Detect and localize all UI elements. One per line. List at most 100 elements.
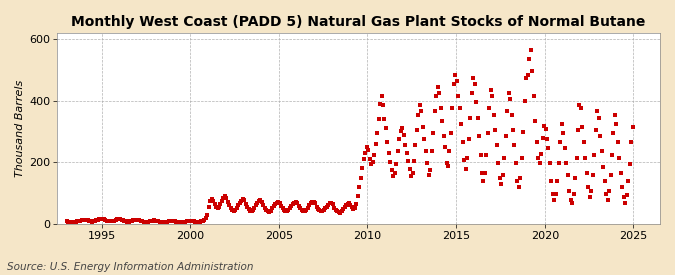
Point <box>612 140 623 144</box>
Point <box>271 201 282 205</box>
Point <box>561 161 572 165</box>
Point <box>190 219 200 224</box>
Point <box>131 218 142 222</box>
Point <box>107 219 118 223</box>
Point <box>144 219 155 224</box>
Point <box>280 209 291 213</box>
Point <box>624 162 635 166</box>
Point <box>342 202 353 206</box>
Point <box>86 219 97 224</box>
Point <box>248 208 259 213</box>
Point <box>526 68 537 73</box>
Point <box>249 206 260 210</box>
Point <box>219 194 230 198</box>
Point <box>345 202 356 207</box>
Point <box>556 122 567 126</box>
Point <box>541 137 552 141</box>
Point <box>392 149 403 154</box>
Point <box>128 218 139 223</box>
Point <box>547 191 558 196</box>
Point <box>357 166 368 170</box>
Point <box>578 140 589 144</box>
Point <box>410 143 421 147</box>
Point <box>106 219 117 224</box>
Point <box>617 185 628 190</box>
Point <box>150 219 161 223</box>
Point <box>273 199 284 204</box>
Point <box>126 219 137 223</box>
Point <box>421 149 431 154</box>
Point <box>550 191 561 196</box>
Point <box>124 219 134 224</box>
Point <box>274 201 285 205</box>
Point <box>452 78 462 83</box>
Point <box>495 182 506 187</box>
Point <box>311 204 322 209</box>
Point <box>193 220 204 224</box>
Point <box>437 119 448 123</box>
Point <box>84 219 95 223</box>
Point <box>572 128 583 132</box>
Point <box>460 167 471 171</box>
Point <box>605 173 616 177</box>
Point <box>165 219 176 223</box>
Point <box>140 220 151 224</box>
Point <box>610 112 620 117</box>
Point <box>447 106 458 111</box>
Point <box>508 128 518 132</box>
Point <box>500 134 511 138</box>
Point <box>92 218 103 222</box>
Point <box>99 217 109 222</box>
Point <box>97 217 108 221</box>
Point <box>166 219 177 223</box>
Point <box>417 125 428 129</box>
Point <box>319 208 329 213</box>
Point <box>489 112 500 117</box>
Point <box>283 208 294 213</box>
Point <box>623 179 634 183</box>
Point <box>213 205 224 209</box>
Point <box>261 208 271 213</box>
Point <box>428 131 439 135</box>
Point <box>618 194 629 199</box>
Point <box>172 220 183 224</box>
Point <box>75 219 86 223</box>
Point <box>394 137 404 141</box>
Point <box>608 131 619 135</box>
Point <box>308 199 319 204</box>
Point <box>159 220 169 224</box>
Point <box>413 112 424 117</box>
Point <box>333 210 344 214</box>
Point <box>285 206 296 211</box>
Point <box>142 219 153 224</box>
Point <box>323 202 333 207</box>
Point <box>435 106 446 111</box>
Point <box>141 220 152 224</box>
Point <box>301 208 312 213</box>
Point <box>443 164 454 168</box>
Point <box>184 219 195 223</box>
Point <box>398 132 409 137</box>
Point <box>626 140 637 144</box>
Point <box>186 219 196 223</box>
Point <box>72 219 82 224</box>
Point <box>82 218 93 223</box>
Point <box>589 152 599 157</box>
Point <box>432 85 443 89</box>
Point <box>543 146 554 151</box>
Point <box>281 209 292 214</box>
Point <box>601 191 612 196</box>
Point <box>599 179 610 183</box>
Point <box>332 209 343 214</box>
Point <box>515 176 526 180</box>
Point <box>478 179 489 183</box>
Point <box>116 218 127 222</box>
Point <box>491 143 502 147</box>
Point <box>95 217 106 221</box>
Point <box>113 217 124 221</box>
Point <box>493 161 504 165</box>
Point <box>518 130 529 134</box>
Point <box>122 219 133 224</box>
Point <box>288 202 298 206</box>
Point <box>351 202 362 206</box>
